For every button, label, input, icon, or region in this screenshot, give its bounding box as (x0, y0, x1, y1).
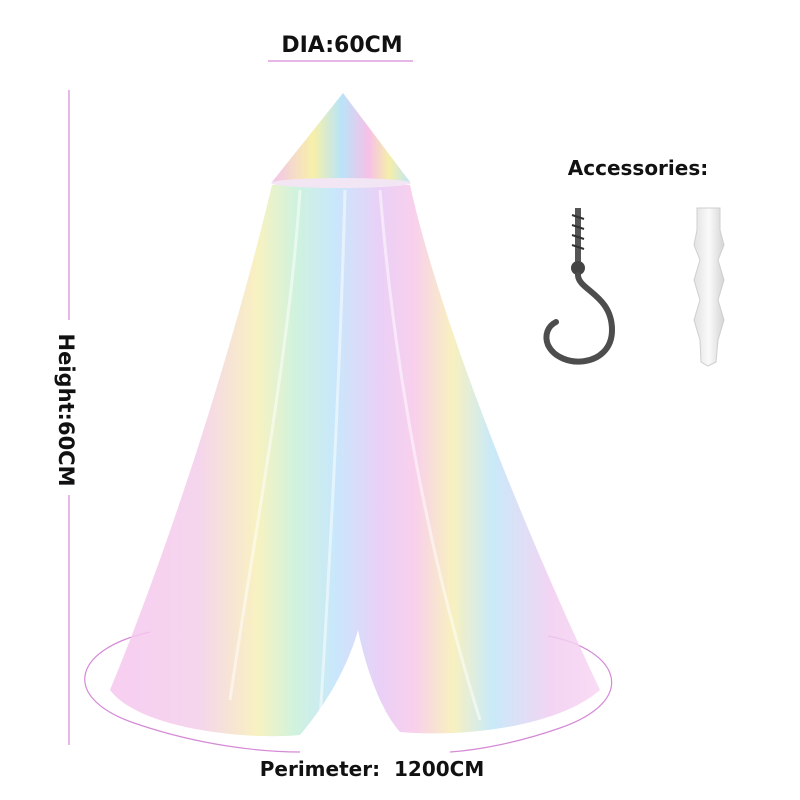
hook (543, 208, 616, 365)
diameter-label: DIA:60CM (281, 33, 402, 58)
canopy-folds (228, 189, 482, 721)
wall-plug-body (693, 207, 725, 367)
dimension-lines (68, 60, 613, 753)
canopy-cone (272, 93, 410, 188)
canopy-drape (110, 185, 600, 737)
hook-collar (571, 261, 585, 275)
accessories-title: Accessories: (568, 156, 709, 180)
canopy-ring (271, 178, 411, 188)
hook-curve (543, 272, 616, 365)
perimeter-arc-right (449, 635, 613, 753)
hook-thread (571, 214, 585, 250)
wall-plug (693, 207, 725, 367)
perimeter-arc-left (84, 631, 301, 753)
perimeter-label: Perimeter: 1200CM (260, 757, 485, 781)
height-label: Height:60CM (54, 334, 78, 487)
canopy (110, 93, 600, 737)
